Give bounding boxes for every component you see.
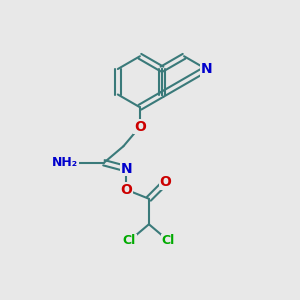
Text: O: O xyxy=(134,120,146,134)
Text: Cl: Cl xyxy=(162,234,175,247)
Text: O: O xyxy=(160,175,171,189)
Text: N: N xyxy=(121,162,132,176)
Text: Cl: Cl xyxy=(123,234,136,247)
Text: O: O xyxy=(121,183,132,197)
Text: N: N xyxy=(200,62,212,76)
Text: NH₂: NH₂ xyxy=(52,156,78,169)
